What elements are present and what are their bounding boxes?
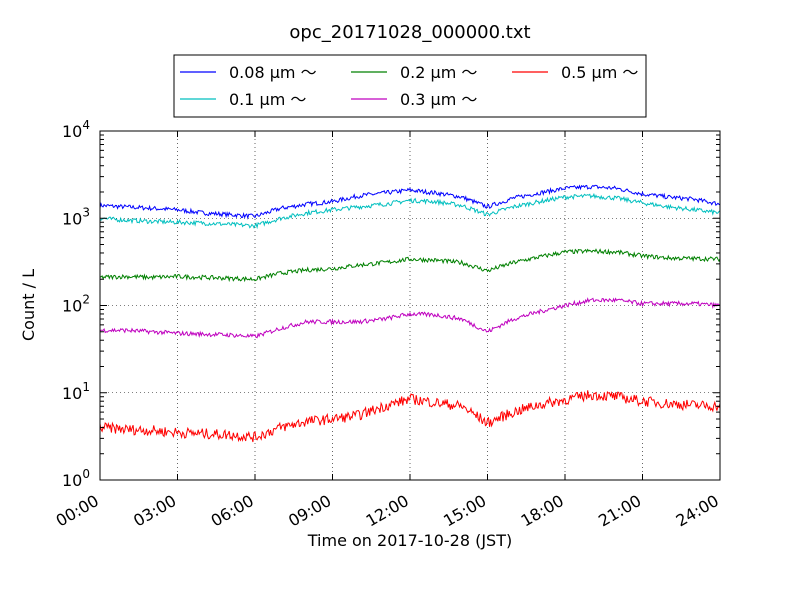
- legend-label: 0.1 μm ～: [229, 90, 306, 109]
- grid: [100, 131, 720, 480]
- x-tick-label: 06:00: [208, 491, 257, 531]
- legend-label: 0.2 μm ～: [400, 63, 477, 82]
- y-tick-label: 100: [62, 467, 90, 490]
- y-tick-labels: 100 101 102 103 104: [62, 118, 90, 490]
- series-line-0: [99, 184, 721, 220]
- x-tick-label: 21:00: [595, 491, 644, 531]
- x-tick-label: 24:00: [673, 491, 722, 531]
- y-tick-label: 103: [62, 205, 90, 228]
- x-tick-labels: 00:00 03:00 06:00 09:00 12:00 15:00 18:00 21:00…: [53, 491, 722, 531]
- x-tick-label: 09:00: [285, 491, 334, 531]
- x-tick-label: 12:00: [363, 491, 412, 531]
- series-layer: [99, 184, 721, 443]
- y-tick-label: 101: [62, 380, 90, 403]
- x-tick-label: 00:00: [53, 491, 102, 531]
- legend-label: 0.5 μm ～: [561, 63, 638, 82]
- x-axis-label: Time on 2017-10-28 (JST): [307, 531, 512, 550]
- legend-frame: [173, 54, 647, 118]
- x-tick-label: 15:00: [440, 491, 489, 531]
- x-tick-label: 18:00: [518, 491, 567, 531]
- y-tick-label: 104: [62, 118, 90, 141]
- x-tick-label: 03:00: [130, 491, 179, 531]
- series-line-2: [100, 248, 721, 283]
- series-line-4: [99, 390, 721, 443]
- legend: 0.08 μm ～ 0.1 μm ～ 0.2 μm ～ 0.3 μm ～ 0.5 μm …: [173, 54, 647, 118]
- series-line-3: [99, 297, 721, 339]
- y-axis-label: Count / L: [19, 269, 38, 341]
- chart-title: opc_20171028_000000.txt: [289, 22, 530, 43]
- legend-label: 0.08 μm ～: [229, 63, 317, 82]
- y-tick-label: 102: [62, 293, 90, 316]
- series-line-1: [99, 192, 721, 230]
- legend-label: 0.3 μm ～: [400, 90, 477, 109]
- ticks: [99, 130, 721, 481]
